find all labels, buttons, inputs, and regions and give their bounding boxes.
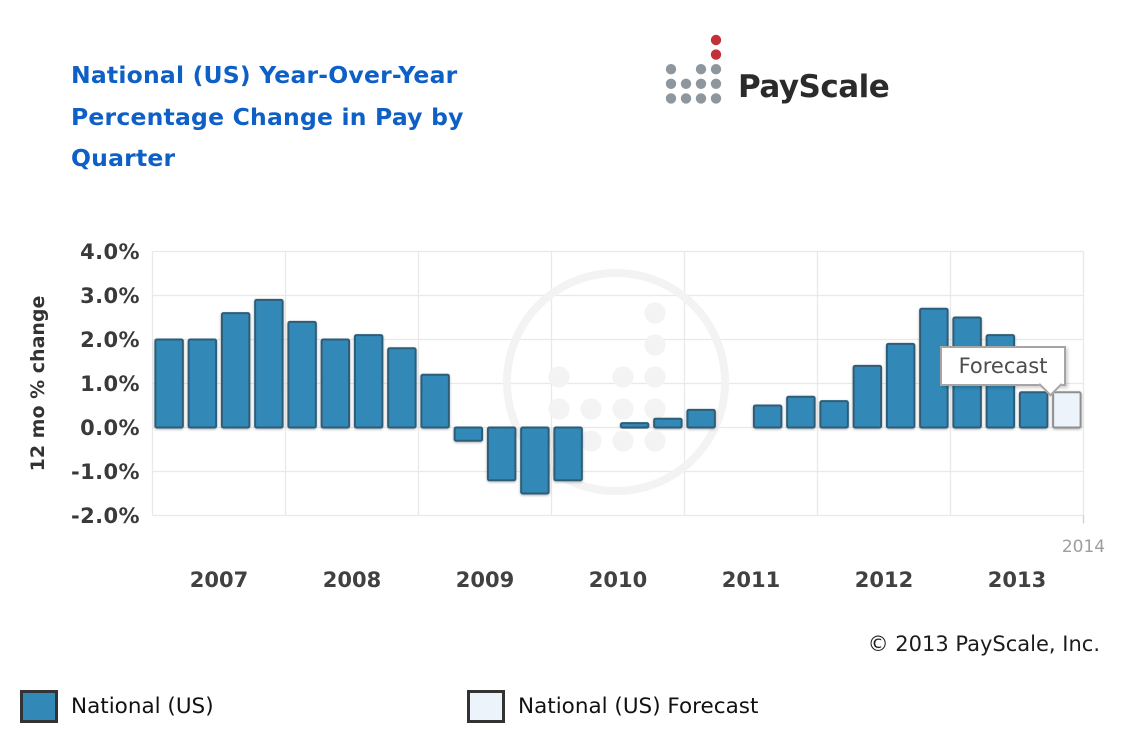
x-year-label: 2011 xyxy=(722,568,780,592)
bar-2011-q4[interactable] xyxy=(786,395,816,429)
bar-2011-q3[interactable] xyxy=(752,404,783,429)
bar-2007-q1[interactable] xyxy=(154,338,184,429)
logo-gray-dot-icon xyxy=(680,93,692,104)
legend-item-forecast: National (US) Forecast xyxy=(467,690,758,723)
bar-2011-q1[interactable] xyxy=(686,408,716,429)
logo-red-dot-icon xyxy=(710,34,722,46)
watermark-dot xyxy=(644,302,666,324)
chart-canvas: 4.0% 3.0% 2.0% 1.0% 0.0% -1.0% -2.0% 12 mo % ch… xyxy=(27,240,1105,592)
bar-2010-q1[interactable] xyxy=(553,426,583,482)
watermark-dot xyxy=(580,430,602,452)
logo-gray-dot-icon xyxy=(695,64,707,75)
logo-gray-dot-icon xyxy=(665,93,677,104)
logo-gray-dot-icon xyxy=(680,78,692,89)
watermark-dot xyxy=(548,366,570,388)
watermark-dot xyxy=(644,366,666,388)
y-tick-label: 3.0% xyxy=(80,284,140,308)
forecast-tooltip-label: Forecast xyxy=(958,354,1048,378)
watermark-dot xyxy=(644,430,666,452)
x-year-label: 2012 xyxy=(855,568,913,592)
watermark-dot xyxy=(548,398,570,420)
watermark-dot xyxy=(612,366,634,388)
bar-2008-q3[interactable] xyxy=(353,334,384,429)
bar-2009-q4[interactable] xyxy=(520,426,550,495)
y-tick-label: 0.0% xyxy=(80,416,140,440)
logo-gray-dot-icon xyxy=(695,93,707,104)
bar-2013-q3[interactable] xyxy=(1018,391,1049,429)
bar-2012-q2[interactable] xyxy=(852,364,883,429)
bar-2009-q3[interactable] xyxy=(486,426,517,482)
y-tick-label: 2.0% xyxy=(80,328,140,352)
watermark-dot xyxy=(644,334,666,356)
x-year-label: 2010 xyxy=(589,568,647,592)
x-axis-end-label: 2014 xyxy=(1062,537,1105,557)
bars xyxy=(154,298,1082,495)
legend-item-national: National (US) xyxy=(20,690,214,723)
bar-2010-q3[interactable] xyxy=(619,422,650,429)
x-year-label: 2013 xyxy=(988,568,1046,592)
bar-2010-q4[interactable] xyxy=(653,417,683,429)
page-title-line3: Quarter xyxy=(71,144,176,172)
bar-2007-q4[interactable] xyxy=(254,298,284,429)
bar-2007-q3[interactable] xyxy=(220,312,251,429)
y-tick-label: 4.0% xyxy=(80,240,140,264)
watermark-dot xyxy=(580,398,602,420)
x-year-label: 2007 xyxy=(190,568,248,592)
page-title-line1: National (US) Year-Over-Year xyxy=(71,61,458,89)
y-axis-title: 12 mo % change xyxy=(27,296,49,472)
bar-2013-q4[interactable] xyxy=(1052,391,1082,429)
logo-gray-dot-icon xyxy=(695,78,707,89)
logo-gray-dot-icon xyxy=(710,93,722,104)
bar-2012-q3[interactable] xyxy=(885,342,916,429)
x-year-label: 2009 xyxy=(456,568,514,592)
bar-2012-q1[interactable] xyxy=(819,400,849,429)
watermark-dot xyxy=(644,398,666,420)
y-tick-label: -1.0% xyxy=(71,460,140,484)
legend-label-national: National (US) xyxy=(71,694,214,719)
logo-red-dot-icon xyxy=(710,49,722,60)
legend: National (US) National (US) Forecast xyxy=(0,690,1142,730)
bar-2007-q2[interactable] xyxy=(187,338,218,429)
logo-gray-dot-icon xyxy=(710,78,722,89)
watermark-circle xyxy=(503,269,729,495)
bar-2008-q2[interactable] xyxy=(320,338,351,429)
watermark-dot xyxy=(612,430,634,452)
copyright-text: © 2013 PayScale, Inc. xyxy=(867,632,1100,656)
watermark-dot xyxy=(612,398,634,420)
payscale-logo-dots-icon xyxy=(665,34,722,104)
legend-label-forecast: National (US) Forecast xyxy=(518,694,759,719)
page-title: National (US) Year-Over-Year Percentage … xyxy=(71,55,631,180)
logo-gray-dot-icon xyxy=(710,64,722,75)
y-tick-label: 1.0% xyxy=(80,372,140,396)
payscale-watermark-icon xyxy=(503,269,729,495)
y-tick-label: -2.0% xyxy=(71,504,140,528)
x-year-label: 2008 xyxy=(323,568,381,592)
legend-swatch-national xyxy=(20,690,58,723)
bar-2008-q1[interactable] xyxy=(287,320,317,429)
payscale-logo-text: PayScale xyxy=(738,69,890,105)
bar-2008-q4[interactable] xyxy=(387,347,417,429)
legend-swatch-forecast xyxy=(467,690,505,723)
bar-2009-q1[interactable] xyxy=(420,373,450,429)
logo-gray-dot-icon xyxy=(665,78,677,89)
forecast-tooltip: Forecast xyxy=(940,346,1066,397)
payscale-logo: PayScale xyxy=(663,34,890,106)
logo-gray-dot-icon xyxy=(665,64,677,75)
page-title-line2: Percentage Change in Pay by xyxy=(71,102,464,131)
bar-2009-q2[interactable] xyxy=(453,426,484,442)
